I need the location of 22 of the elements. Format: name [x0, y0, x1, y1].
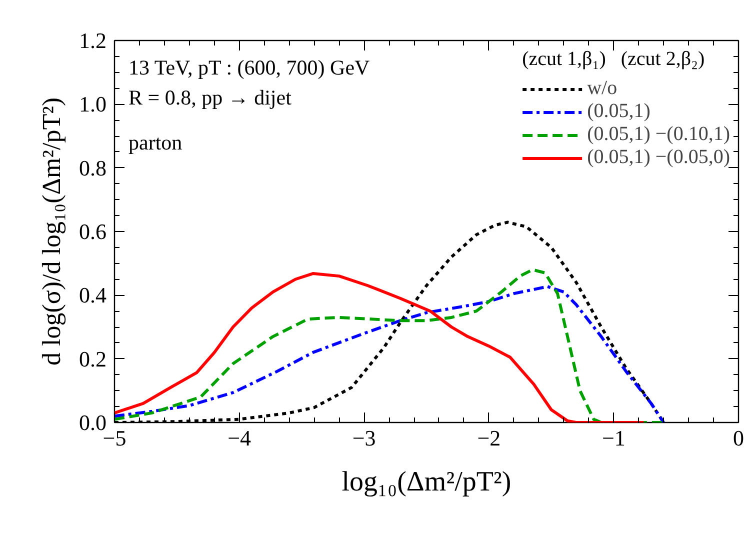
y-tick-label: 0.2	[79, 346, 106, 372]
legend-label: (0.05,1)	[587, 100, 650, 123]
y-tick-label: 1.0	[79, 92, 106, 117]
annotation: 13 TeV, pT : (600, 700) GeV	[128, 56, 370, 80]
y-tick-label: 0.4	[79, 282, 106, 308]
y-axis-title: d log(σ)/d log₁₀(Δm²/pT²)	[37, 97, 66, 366]
x-axis-title: log₁₀(Δm²/pT²)	[342, 466, 512, 498]
y-tick-label: 0.6	[79, 219, 106, 244]
x-tick-label: −4	[228, 426, 252, 450]
y-tick-label: 0.8	[79, 155, 106, 180]
x-tick-label: −3	[352, 426, 376, 450]
legend-label: w/o	[587, 77, 618, 100]
legend-label: (0.05,1) −(0.05,0)	[587, 146, 730, 169]
y-tick-label: 0.0	[79, 410, 106, 435]
annotation: parton	[128, 130, 183, 154]
x-tick-label: −1	[602, 426, 626, 450]
y-tick-label: 1.2	[79, 28, 106, 53]
legend-title: (zcut 1,β₁) (zcut 2,β₂)	[522, 48, 706, 71]
x-tick-label: −2	[477, 426, 501, 450]
x-tick-label: 0	[733, 426, 744, 450]
legend-label: (0.05,1) −(0.10,1)	[587, 123, 730, 146]
annotation: R = 0.8, pp → dijet	[128, 86, 292, 110]
